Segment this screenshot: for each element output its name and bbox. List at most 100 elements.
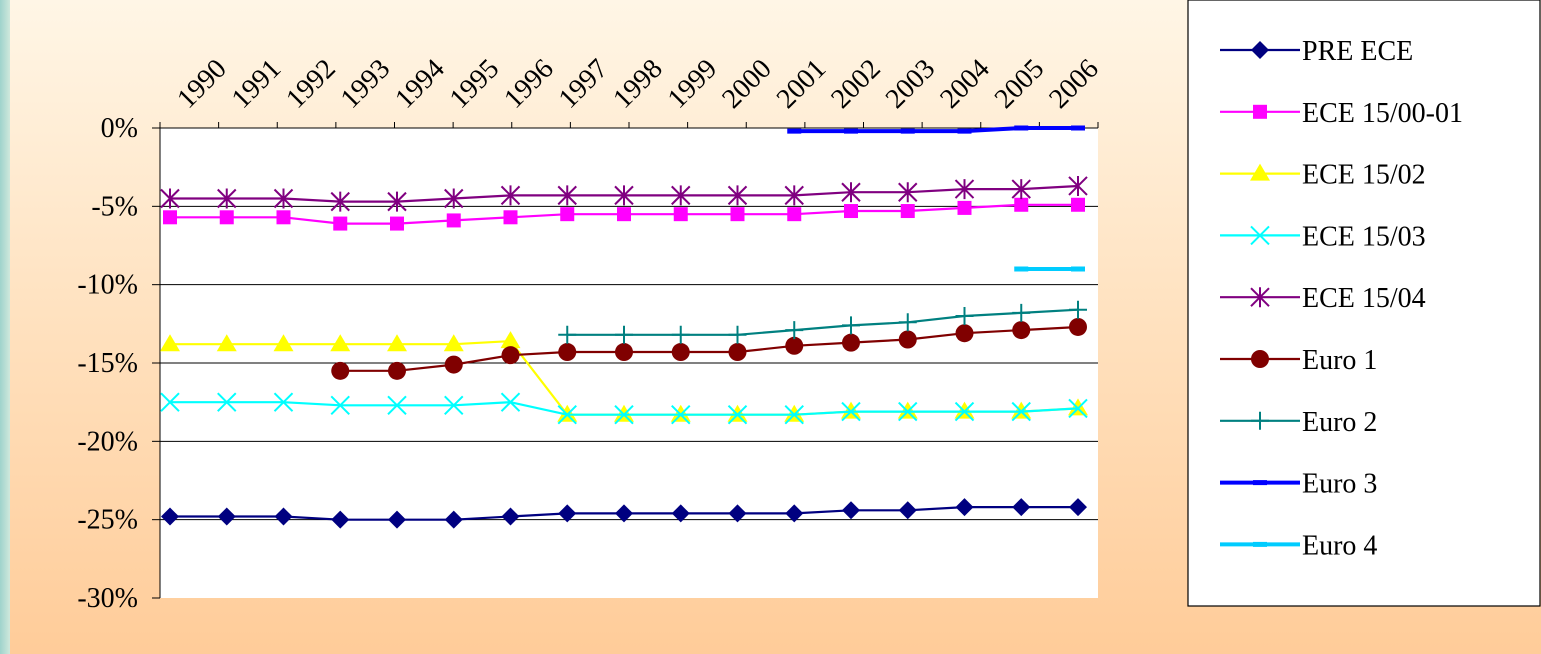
data-point: [841, 401, 861, 419]
data-point: [1069, 300, 1087, 319]
x-tick-label: 1991: [226, 53, 288, 115]
data-point: [500, 185, 521, 206]
data-point: [728, 343, 747, 362]
y-tick-label: -15%: [77, 348, 138, 379]
data-point: [784, 404, 805, 422]
data-point: [331, 361, 350, 380]
data-point: [784, 404, 804, 425]
x-tick-label: 1998: [607, 53, 669, 115]
data-point: [330, 334, 351, 352]
legend-item: PRE ECE: [1220, 36, 1413, 67]
legend-item: Euro 4: [1220, 530, 1377, 561]
x-tick-label: 1996: [498, 53, 560, 115]
data-point: [333, 216, 348, 231]
data-point: [1068, 398, 1088, 416]
data-point: [1250, 225, 1270, 246]
data-point: [219, 210, 234, 225]
y-tick-label: -10%: [77, 270, 138, 301]
data-point: [954, 401, 975, 419]
data-point: [274, 507, 293, 526]
data-point: [897, 401, 918, 419]
data-point: [444, 355, 463, 374]
data-point: [954, 401, 975, 422]
data-point: [160, 334, 180, 352]
legend-box: [1187, 0, 1541, 607]
data-point: [1250, 163, 1270, 181]
data-point: [898, 401, 918, 422]
data-point: [1012, 321, 1031, 340]
data-point: [217, 188, 237, 209]
data-point: [1068, 175, 1088, 196]
series-euro-4: [1014, 266, 1085, 272]
data-point: [501, 507, 520, 526]
x-tick-label: 1992: [280, 53, 342, 115]
data-point: [1251, 350, 1269, 368]
data-point: [787, 128, 802, 134]
data-point: [787, 207, 802, 222]
series-pre-ece: [161, 498, 1087, 529]
y-tick-label: -5%: [91, 191, 138, 222]
data-point: [387, 334, 407, 352]
data-point: [841, 401, 861, 422]
x-tick-label: 1999: [662, 53, 724, 115]
series-ece-15-03: [160, 392, 1088, 425]
data-point: [446, 213, 461, 228]
series-line: [567, 308, 1079, 336]
data-point: [1014, 266, 1029, 272]
legend-label: ECE 15/02: [1302, 160, 1426, 191]
x-tick-label: 2005: [989, 53, 1051, 115]
data-point: [900, 128, 915, 134]
data-point: [217, 507, 236, 526]
data-point: [1251, 411, 1269, 430]
data-point: [1069, 317, 1087, 336]
x-tick-label: 2002: [825, 53, 887, 115]
data-point: [1250, 287, 1270, 308]
data-point: [785, 504, 804, 523]
x-tick-label: 1993: [335, 53, 397, 115]
data-point: [501, 346, 520, 365]
legend-label: PRE ECE: [1302, 36, 1413, 67]
x-tick-label: 2000: [716, 53, 778, 115]
y-tick-labels: 0% -5% -10% -15% -20% -25% -30%: [77, 113, 138, 614]
data-point: [1253, 104, 1267, 119]
data-point: [842, 333, 860, 352]
data-point: [898, 501, 917, 520]
data-point: [784, 185, 804, 206]
data-point: [900, 204, 915, 219]
data-point: [1012, 303, 1031, 322]
data-point: [727, 404, 748, 425]
data-point: [1068, 398, 1088, 419]
data-point: [1011, 179, 1031, 200]
data-point: [443, 334, 464, 352]
left-edge-decoration: [0, 0, 10, 654]
data-point: [957, 200, 972, 215]
data-point: [163, 210, 177, 225]
y-tick-label: -25%: [77, 505, 138, 536]
data-point: [728, 504, 747, 523]
data-point: [331, 510, 350, 529]
data-point: [615, 325, 633, 344]
data-point: [160, 188, 180, 209]
legend-item: Euro 2: [1220, 407, 1377, 438]
data-point: [273, 334, 294, 352]
legend-item: Euro 3: [1220, 469, 1377, 500]
x-tick-label: 1995: [444, 53, 506, 115]
data-point: [387, 395, 407, 416]
data-point: [1014, 197, 1029, 212]
data-point: [216, 334, 237, 352]
x-tick-label: 1990: [171, 53, 233, 115]
data-point: [161, 507, 179, 526]
data-point: [671, 185, 691, 206]
x-tick-label: 2003: [880, 53, 942, 115]
legend-label: Euro 2: [1302, 407, 1377, 438]
data-point: [558, 325, 577, 344]
x-tick-label: 1997: [553, 53, 615, 115]
data-point: [1071, 266, 1085, 272]
data-point: [728, 325, 747, 344]
data-point: [388, 361, 406, 380]
data-point: [785, 321, 804, 340]
data-point: [844, 128, 858, 134]
data-point: [1253, 480, 1267, 486]
data-point: [955, 324, 974, 343]
data-point: [557, 404, 578, 422]
